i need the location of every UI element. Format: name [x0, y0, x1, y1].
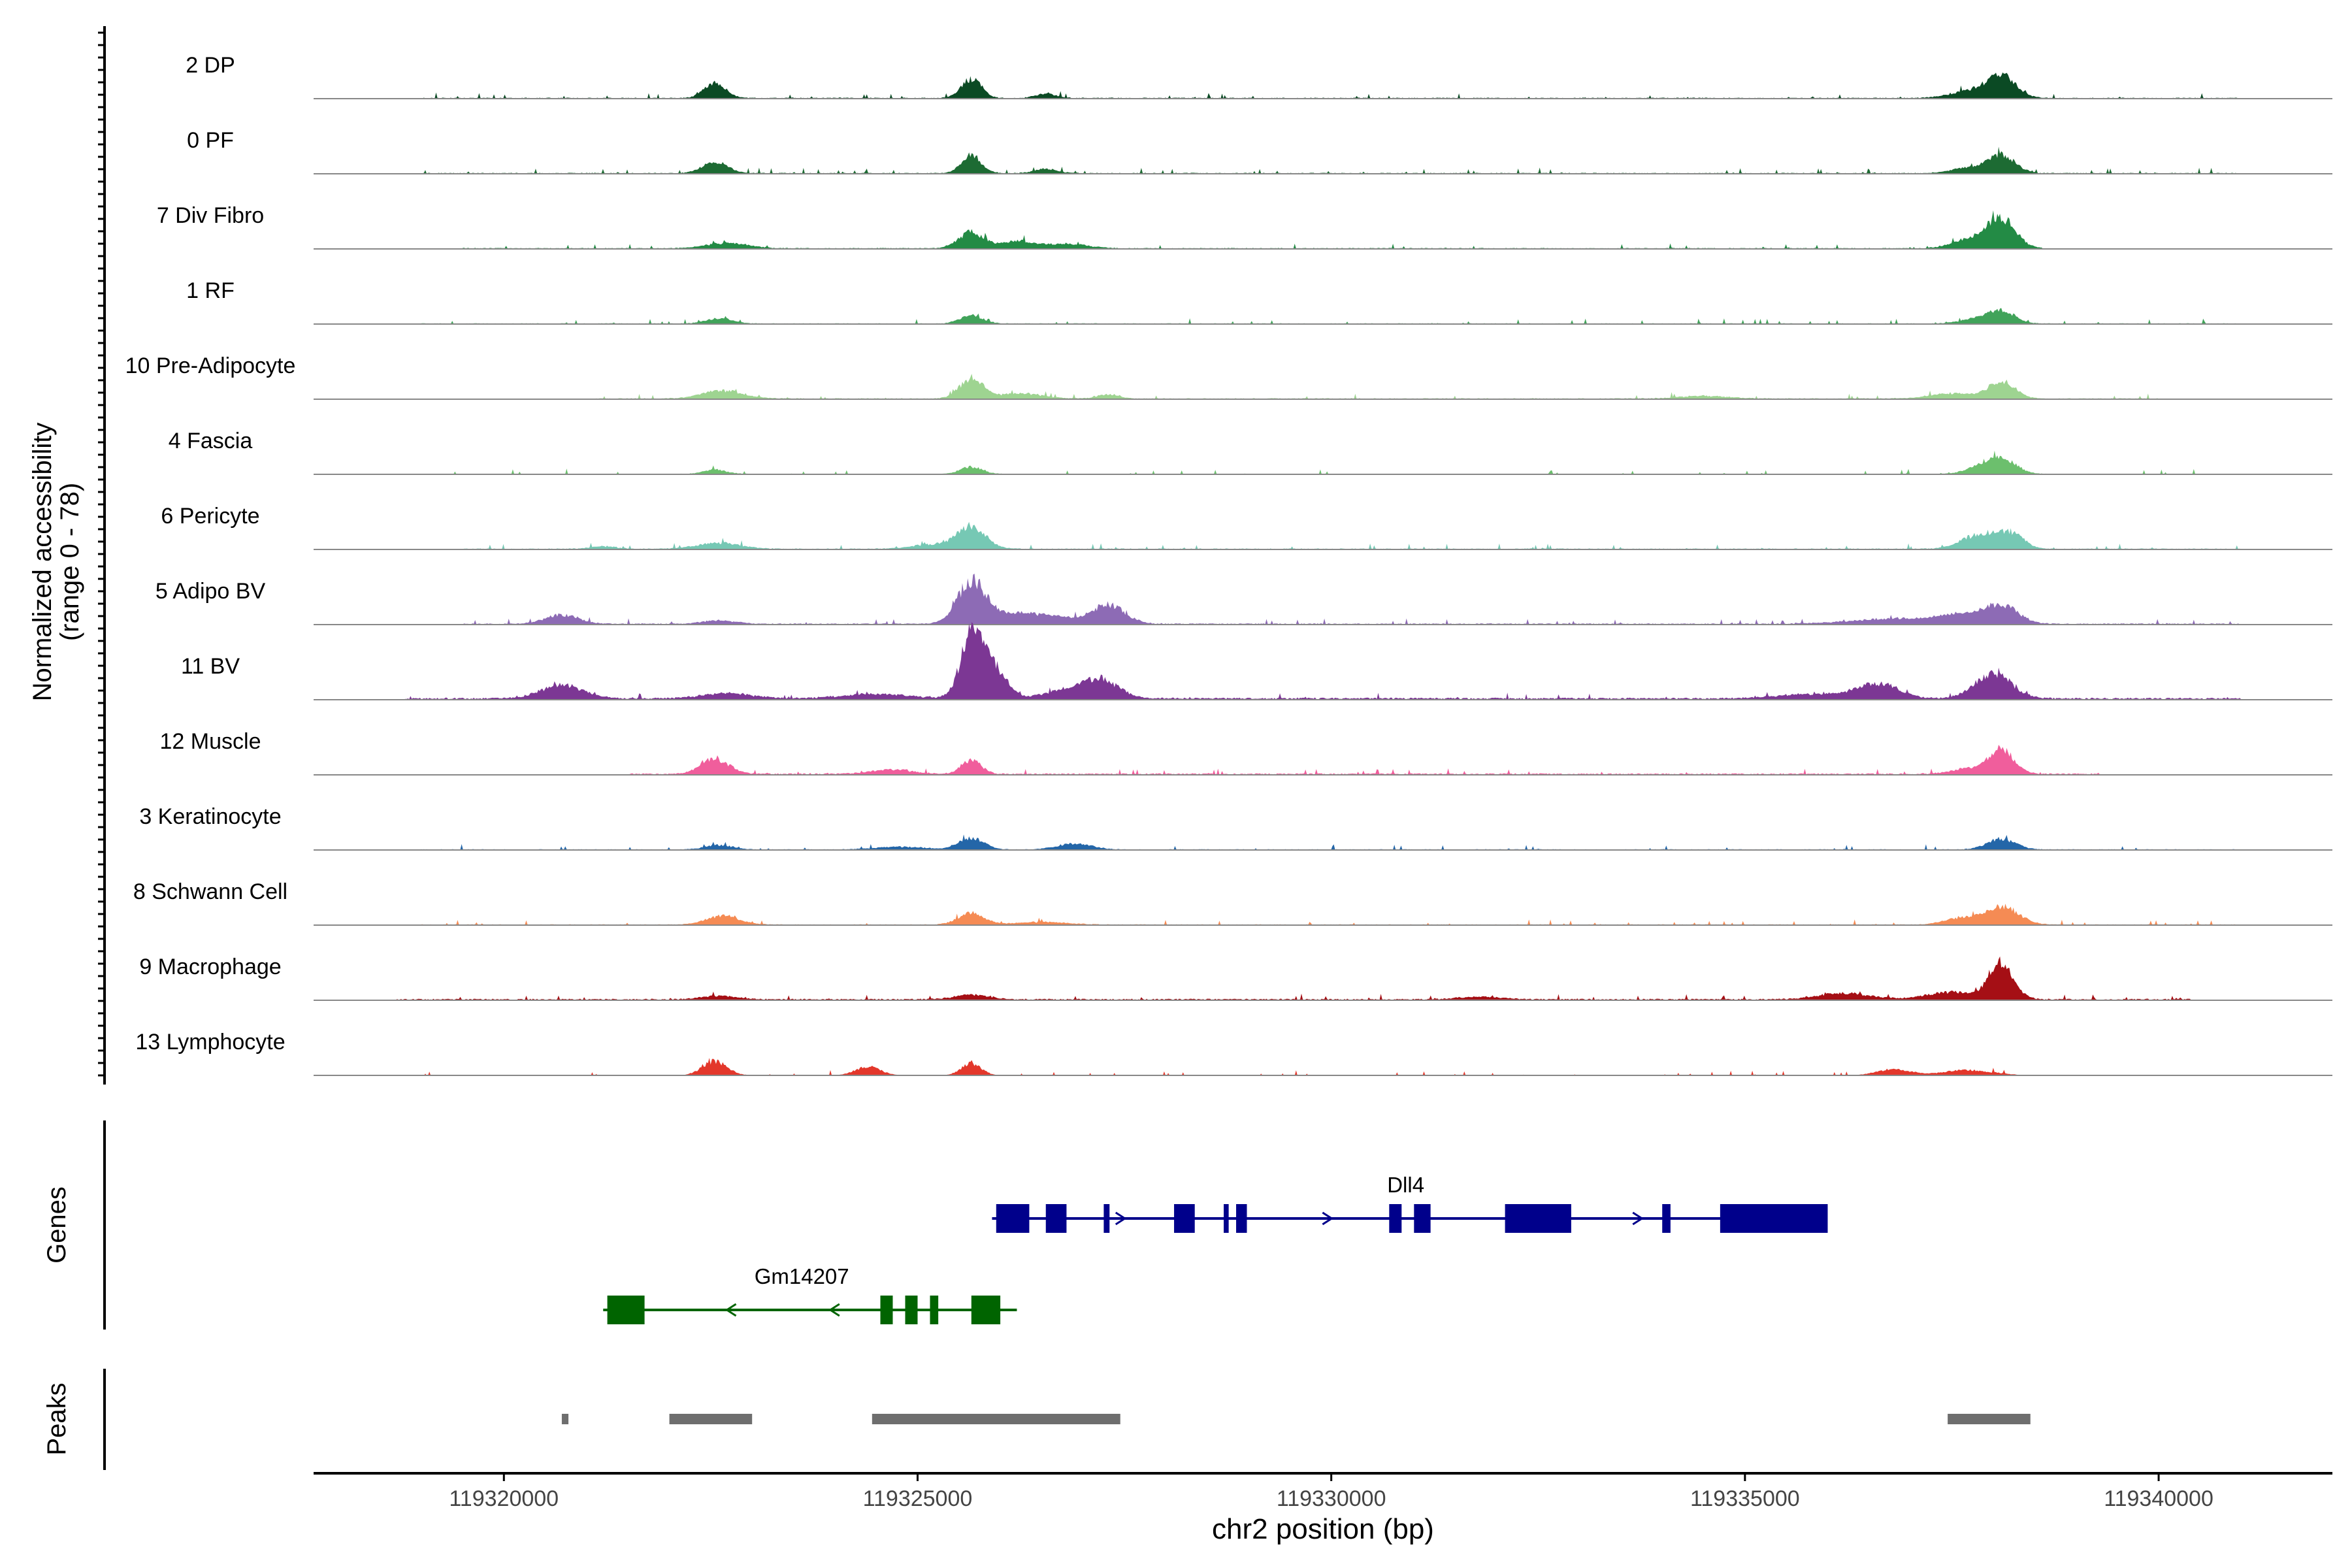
gene-exon: [1174, 1204, 1195, 1233]
gene-exon: [930, 1296, 939, 1324]
gene-label: Dll4: [1387, 1173, 1424, 1197]
track-coverage: [314, 308, 2332, 324]
x-tick-label: 119340000: [2104, 1486, 2213, 1511]
track-1: 2 DP: [186, 53, 2332, 99]
gene-exon: [971, 1296, 1001, 1324]
y-axis-title: Normalized accessibility: [28, 423, 57, 702]
track-7: 6 Pericyte: [161, 504, 2332, 550]
track-coverage: [314, 574, 2332, 625]
gene-exon: [1505, 1204, 1571, 1233]
track-label: 2 DP: [186, 53, 235, 78]
track-label: 13 Lymphocyte: [135, 1030, 285, 1054]
track-label: 3 Keratinocyte: [139, 804, 281, 829]
x-axis-title: chr2 position (bp): [1212, 1513, 1434, 1545]
genes-track-label: Genes: [42, 1186, 71, 1264]
peak-region: [872, 1414, 1120, 1424]
track-coverage: [314, 622, 2332, 700]
coverage-tracks: 2 DP 0 PF 7 Div Fibro 1 RF 10 Pre-Adipocyte 4…: [125, 53, 2332, 1076]
track-10: 12 Muscle: [160, 729, 2332, 776]
gene-exon: [1720, 1204, 1828, 1233]
track-coverage: [314, 834, 2332, 850]
gene-exon: [1045, 1204, 1067, 1233]
track-coverage: [314, 1058, 2332, 1075]
peak-region: [561, 1414, 569, 1424]
gene-exon: [880, 1296, 893, 1324]
gene-label: Gm14207: [755, 1264, 849, 1288]
track-coverage: [314, 146, 2332, 174]
track-coverage: [314, 904, 2332, 925]
track-4: 1 RF: [186, 278, 2332, 325]
track-11: 3 Keratinocyte: [139, 804, 2332, 851]
track-label: 6 Pericyte: [161, 504, 259, 529]
track-label: 4 Fascia: [169, 429, 253, 453]
strand-arrow: [1115, 1211, 1127, 1226]
genes-track: Dll4 Gm14207: [603, 1173, 1828, 1324]
peaks-track: [561, 1414, 2031, 1424]
track-label: 11 BV: [181, 654, 240, 679]
track-label: 0 PF: [187, 128, 234, 153]
x-tick-label: 119330000: [1277, 1486, 1386, 1511]
y-axis-subtitle: (range 0 - 78): [56, 483, 84, 641]
track-9: 11 BV: [181, 622, 2332, 700]
track-label: 1 RF: [186, 278, 235, 303]
gene-exon: [1389, 1204, 1402, 1233]
gene-exon: [905, 1296, 918, 1324]
track-5: 10 Pre-Adipocyte: [125, 353, 2332, 400]
x-tick-label: 119320000: [449, 1486, 559, 1511]
track-coverage: [314, 210, 2332, 249]
track-12: 8 Schwann Cell: [133, 879, 2332, 926]
track-label: 7 Div Fibro: [157, 203, 264, 228]
track-13: 9 Macrophage: [139, 955, 2332, 1001]
x-axis: 119320000 119325000 119330000 119335000 1193…: [314, 1472, 2332, 1511]
strand-arrow: [725, 1303, 737, 1317]
track-coverage: [314, 72, 2332, 99]
strand-arrow: [1322, 1211, 1334, 1226]
track-coverage: [314, 956, 2332, 1000]
y-axis: [98, 26, 106, 1085]
track-label: 9 Macrophage: [139, 955, 281, 979]
gene-exon: [1103, 1204, 1110, 1233]
track-14: 13 Lymphocyte: [135, 1030, 2332, 1076]
track-coverage: [314, 745, 2332, 775]
gene-dll4: Dll4: [992, 1173, 1828, 1233]
track-coverage: [314, 450, 2332, 474]
track-label: 5 Adipo BV: [155, 579, 266, 604]
gene-exon: [1662, 1204, 1671, 1233]
track-coverage: [314, 374, 2332, 399]
peaks-track-label: Peaks: [42, 1382, 71, 1455]
track-label: 12 Muscle: [160, 729, 261, 754]
strand-arrow: [828, 1303, 840, 1317]
track-coverage: [314, 521, 2332, 549]
gene-exon: [1414, 1204, 1431, 1233]
peak-region: [1948, 1414, 2031, 1424]
gene-gm14207: Gm14207: [603, 1264, 1017, 1324]
gene-exon: [607, 1296, 645, 1324]
gene-exon: [1236, 1204, 1247, 1233]
track-label: 10 Pre-Adipocyte: [125, 353, 296, 378]
strand-arrow: [1632, 1211, 1644, 1226]
track-label: 8 Schwann Cell: [133, 879, 287, 904]
x-tick-label: 119325000: [863, 1486, 973, 1511]
x-tick-label: 119335000: [1690, 1486, 1800, 1511]
gene-exon: [1224, 1204, 1229, 1233]
peak-region: [669, 1414, 753, 1424]
gene-exon: [996, 1204, 1030, 1233]
track-2: 0 PF: [187, 128, 2332, 174]
track-6: 4 Fascia: [169, 429, 2332, 475]
track-8: 5 Adipo BV: [155, 574, 2332, 625]
track-3: 7 Div Fibro: [157, 203, 2332, 250]
